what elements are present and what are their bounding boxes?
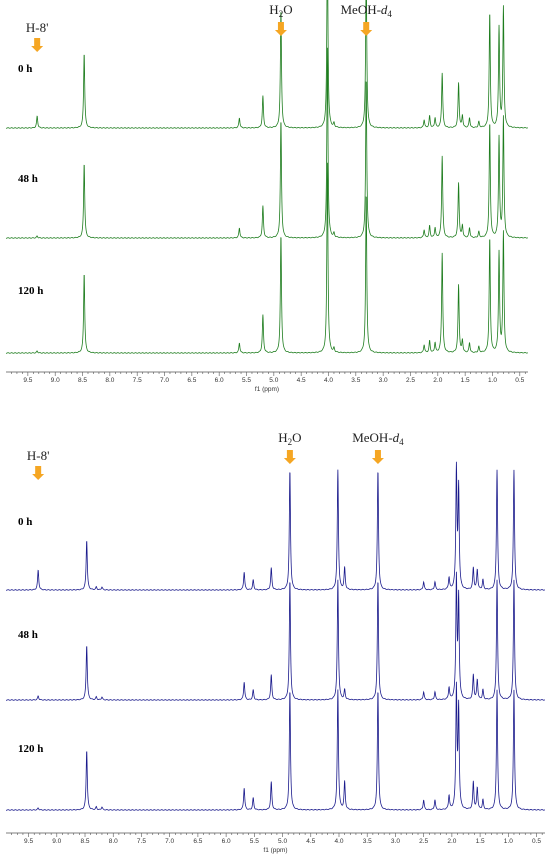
x-tick-label: 7.5 <box>137 838 146 845</box>
annotation-arrow-head <box>371 458 384 464</box>
annotation-arrow-H-8' <box>35 466 42 474</box>
x-tick-label: 3.0 <box>391 838 400 845</box>
annotation-label: H-8' <box>26 20 49 35</box>
x-tick-label: 7.5 <box>133 377 142 384</box>
x-tick-label: 5.0 <box>269 377 278 384</box>
x-tick-label: 4.5 <box>306 838 315 845</box>
spectrum-trace-1-1 <box>5 0 529 129</box>
x-tick-label: 1.5 <box>461 377 470 384</box>
series-label: 0 h <box>18 63 32 75</box>
series-label: 120 h <box>18 743 43 755</box>
x-tick-label: 1.5 <box>476 838 485 845</box>
x-tick-label: 9.0 <box>52 838 61 845</box>
x-tick-label: 4.0 <box>324 377 333 384</box>
x-tick-label: 1.0 <box>504 838 513 845</box>
annotation-arrow-MeOH-d4 <box>363 22 370 30</box>
annotation-label: H2O <box>269 2 292 19</box>
x-tick-label: 9.0 <box>51 377 60 384</box>
annotation-arrow-head <box>360 30 373 36</box>
x-axis-label: f1 (ppm) <box>255 386 279 393</box>
x-tick-label: 5.0 <box>278 838 287 845</box>
spectrum-trace-1-2 <box>5 47 529 239</box>
series-label: 48 h <box>18 629 38 641</box>
x-tick-label: 9.5 <box>24 838 33 845</box>
annotation-arrow-head <box>31 46 44 52</box>
x-tick-label: 1.0 <box>488 377 497 384</box>
x-tick-label: 8.0 <box>109 838 118 845</box>
x-tick-label: 5.5 <box>250 838 259 845</box>
annotation-arrow-head <box>283 458 296 464</box>
annotation-arrow-H2O <box>286 450 293 458</box>
x-axis-label: f1 (ppm) <box>263 847 287 854</box>
x-tick-label: 8.0 <box>105 377 114 384</box>
annotation-label: H2O <box>278 430 301 447</box>
series-label: 48 h <box>18 173 38 185</box>
x-tick-label: 6.5 <box>187 377 196 384</box>
x-tick-label: 0.5 <box>532 838 541 845</box>
annotation-arrow-H2O <box>277 22 284 30</box>
annotation-arrow-H-8' <box>34 38 41 46</box>
x-tick-label: 7.0 <box>165 838 174 845</box>
spectrum-trace-2-1 <box>5 461 546 591</box>
x-tick-label: 2.5 <box>406 377 415 384</box>
annotation-arrow-head <box>274 30 287 36</box>
annotation-label: MeOH-d4 <box>352 430 404 447</box>
spectrum-trace-2-3 <box>5 681 546 811</box>
annotation-label: MeOH-d4 <box>340 2 392 19</box>
annotation-arrow-head <box>32 474 45 480</box>
annotation-arrow-MeOH-d4 <box>374 450 381 458</box>
x-tick-label: 2.0 <box>433 377 442 384</box>
spectrum-panel-1: 0 h 48 h 120 h 9.5 9.0 8.5 8.0 7.5 7.0 6.5 6.0 5.5 5… <box>5 0 529 393</box>
x-tick-label: 0.5 <box>515 377 524 384</box>
x-tick-label: 6.0 <box>222 838 231 845</box>
x-tick-label: 8.5 <box>78 377 87 384</box>
spectrum-trace-1-3 <box>5 162 529 354</box>
x-tick-label: 9.5 <box>23 377 32 384</box>
x-tick-label: 3.0 <box>379 377 388 384</box>
series-label: 0 h <box>18 516 32 528</box>
annotation-label: H-8' <box>27 448 50 463</box>
x-tick-label: 8.5 <box>80 838 89 845</box>
x-tick-label: 3.5 <box>363 838 372 845</box>
x-tick-label: 2.5 <box>419 838 428 845</box>
x-tick-label: 4.5 <box>297 377 306 384</box>
x-tick-label: 6.5 <box>193 838 202 845</box>
x-tick-label: 4.0 <box>334 838 343 845</box>
series-label: 120 h <box>18 285 43 297</box>
x-tick-label: 5.5 <box>242 377 251 384</box>
x-tick-label: 3.5 <box>351 377 360 384</box>
spectrum-trace-2-2 <box>5 571 546 701</box>
spectrum-panel-2: 0 h 48 h 120 h 9.5 9.0 8.5 8.0 7.5 7.0 6.5 6.0 5.5 5… <box>5 430 546 854</box>
x-tick-label: 6.0 <box>215 377 224 384</box>
x-tick-label: 7.0 <box>160 377 169 384</box>
x-tick-label: 2.0 <box>447 838 456 845</box>
